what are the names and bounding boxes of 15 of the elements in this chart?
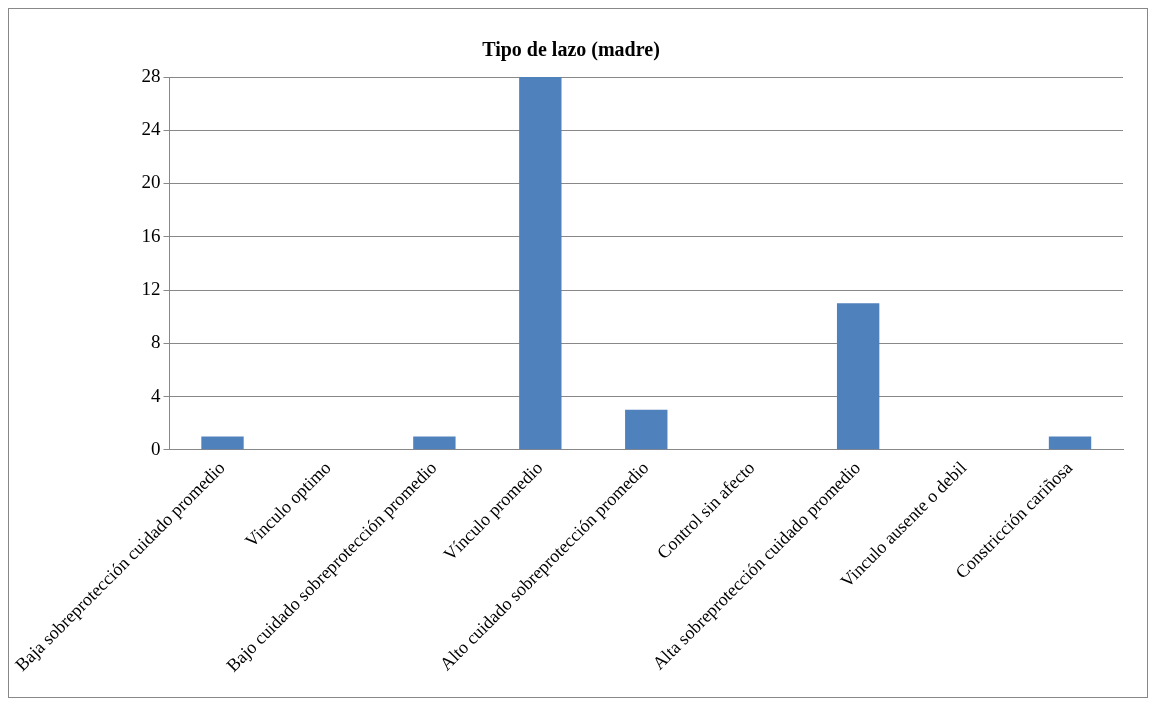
bar [836,303,880,450]
y-tick-label: 24 [141,118,162,140]
y-tick-label: 20 [141,171,161,193]
y-tick-label: 0 [151,437,161,459]
y-tick-label: 16 [141,224,161,246]
bar [519,77,562,450]
bar [1048,436,1092,450]
y-tick-label: 28 [141,64,161,86]
bar [413,436,456,450]
y-tick-label: 4 [151,384,162,406]
y-tick-label: 12 [141,278,161,300]
bar [625,409,668,450]
y-tick-label: 8 [151,331,161,353]
chart-title: Tipo de lazo (madre) [482,38,660,62]
bar [201,436,244,450]
